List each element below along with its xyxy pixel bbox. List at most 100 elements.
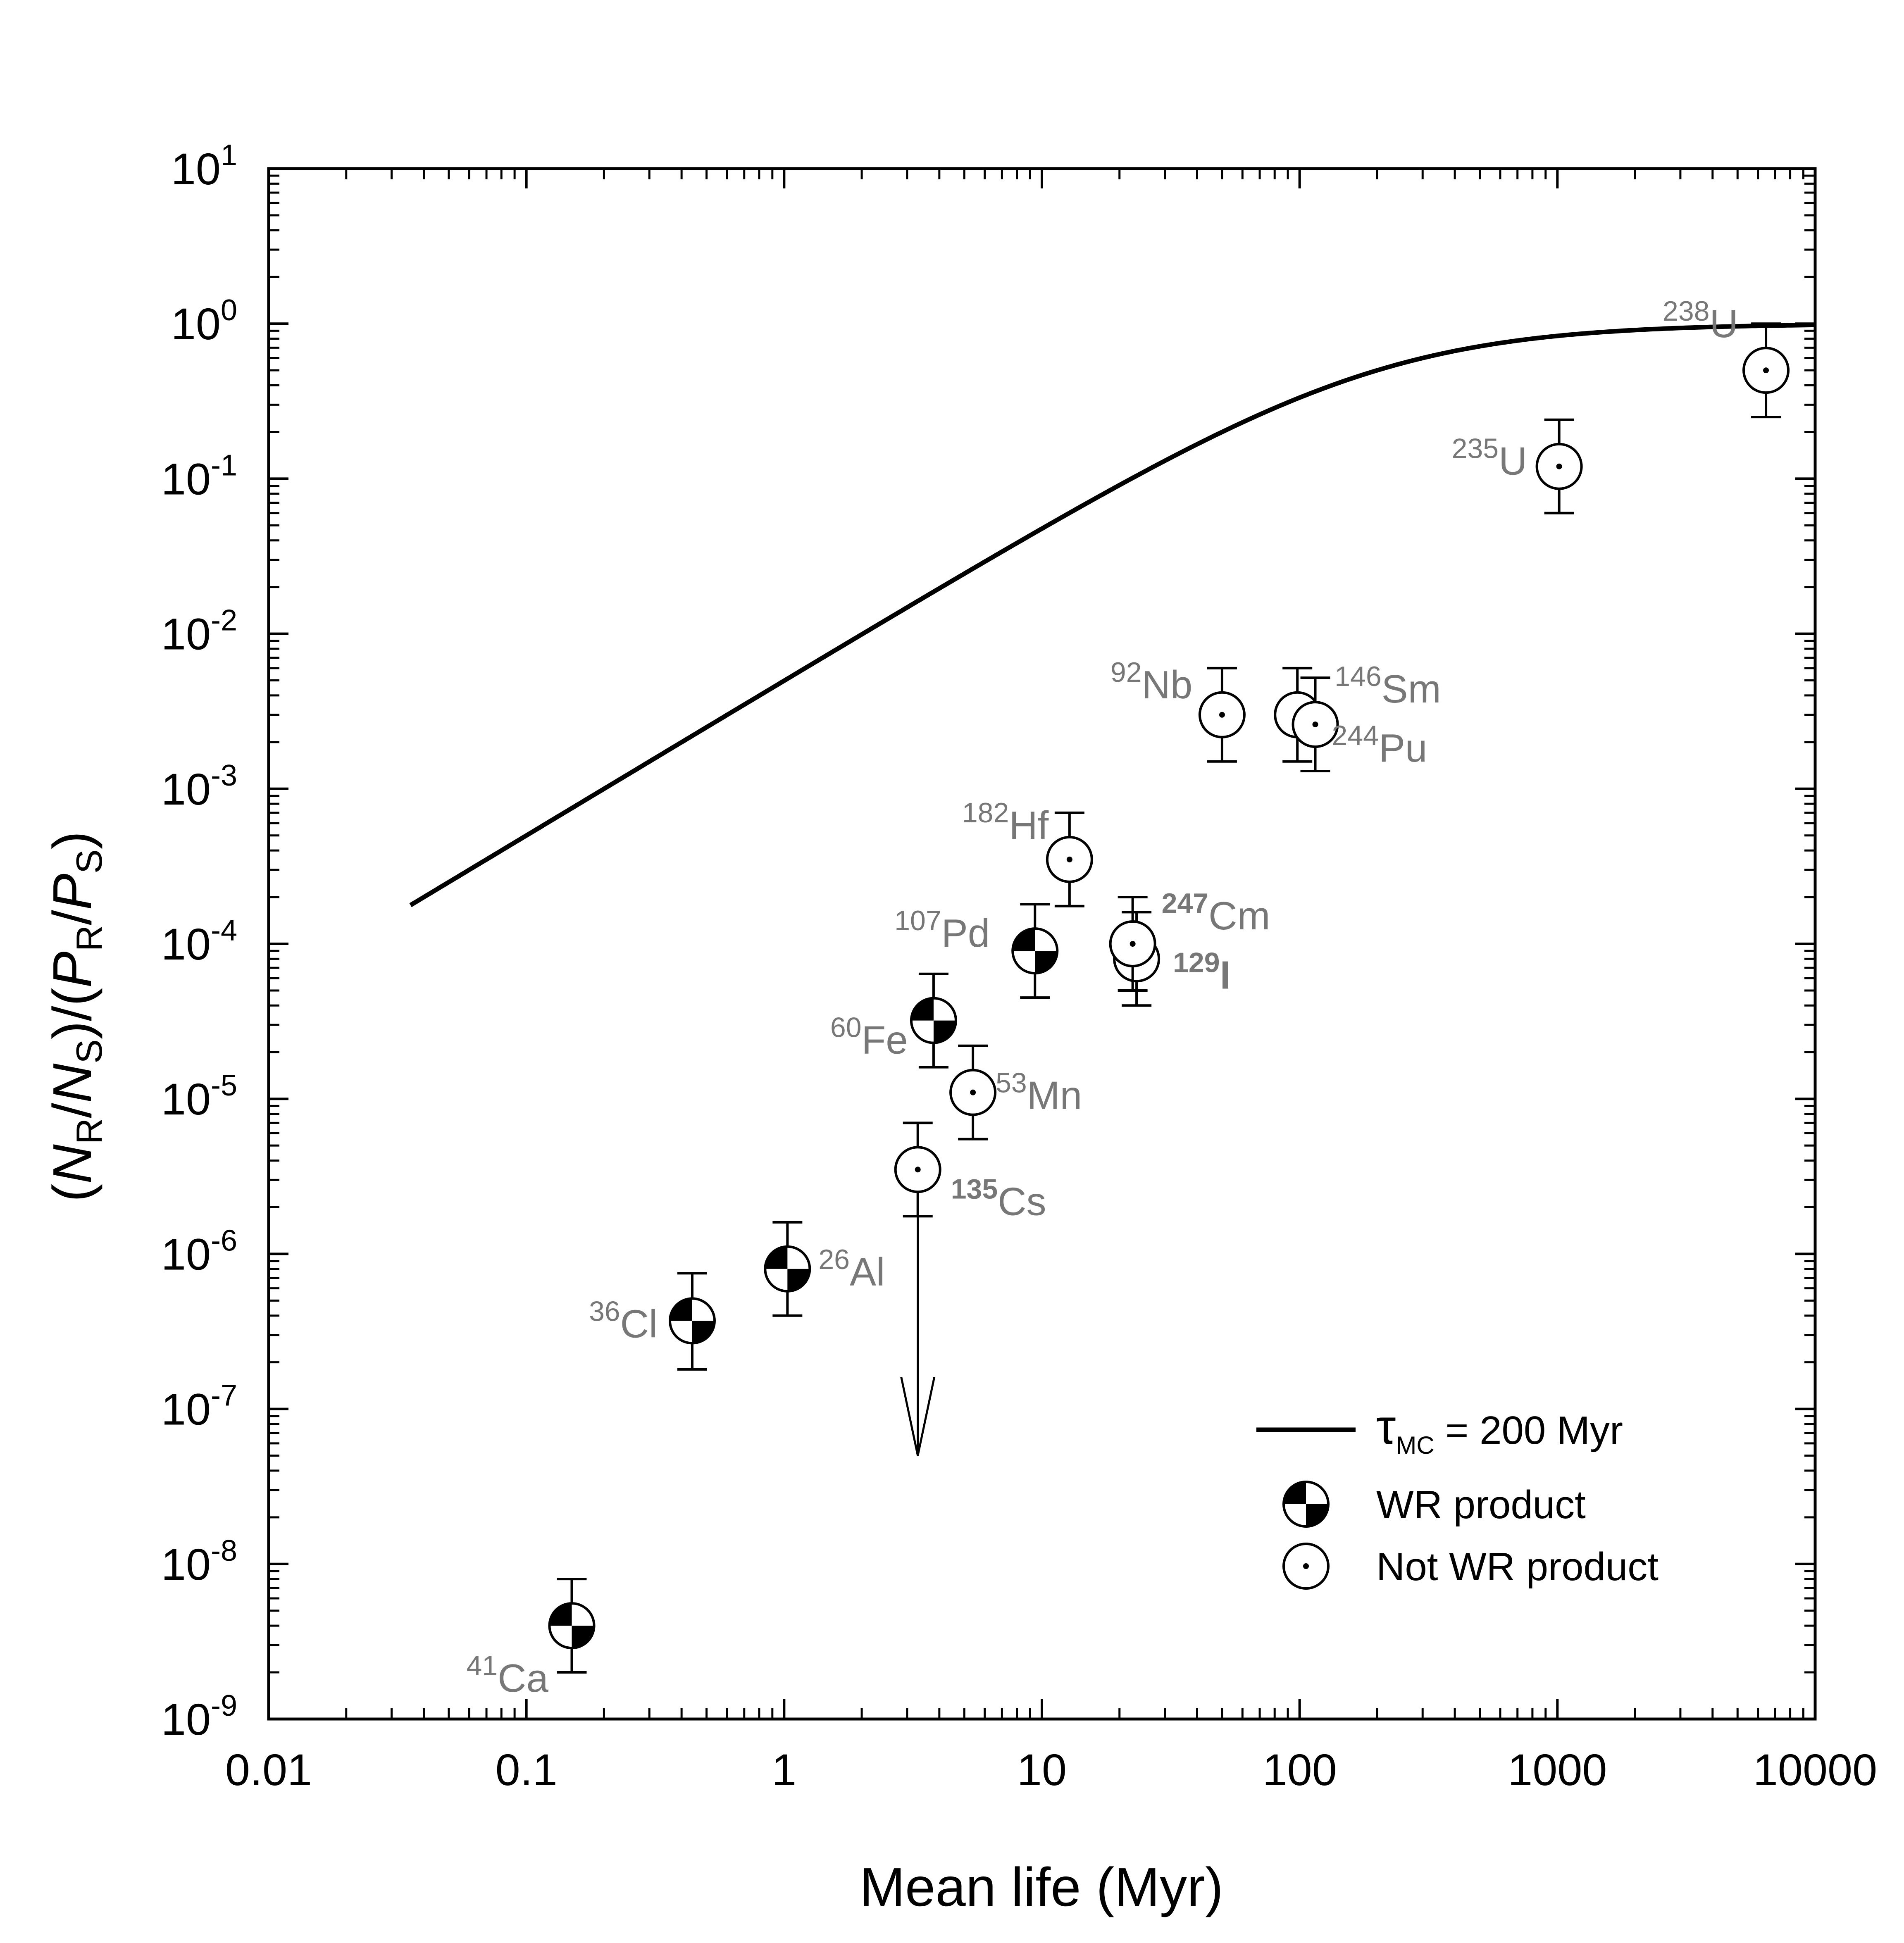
y-title-p: P (42, 951, 102, 988)
isotope-mass: 53 (996, 1067, 1027, 1099)
y-tick-exponent: -6 (211, 1224, 237, 1257)
isotope-element: Ca (498, 1656, 548, 1700)
data-point-26Al (764, 1245, 811, 1293)
y-title-slash1: / (42, 1103, 102, 1118)
marker-quadrant-top-left (911, 998, 934, 1021)
isotope-mass: 107 (894, 905, 941, 936)
isotope-element: Pd (941, 911, 990, 955)
data-point-41Ca (548, 1602, 596, 1650)
marker-quadrant-top-left (670, 1298, 692, 1321)
y-axis-title: (NR/NS)/(PR/PS) (42, 831, 110, 1202)
y-tick-label: 10-6 (161, 1224, 237, 1279)
y-tick-exponent: 0 (221, 294, 237, 327)
data-point-182Hf (1046, 836, 1093, 883)
y-tick-exponent: -9 (211, 1689, 237, 1722)
data-point-235U (1535, 443, 1583, 490)
legend-tau-value: = 200 Myr (1435, 1408, 1623, 1452)
isotope-element: Sm (1382, 667, 1441, 711)
isotope-element: Al (850, 1250, 885, 1294)
isotope-mass: 60 (830, 1012, 862, 1043)
marker-center-dot (1312, 721, 1318, 728)
data-point-53Mn (949, 1069, 997, 1116)
marker-center-dot (1130, 941, 1136, 947)
isotope-label-235U: 235U (1452, 433, 1527, 483)
data-point-238U (1742, 347, 1790, 394)
y-tick-exponent: -1 (211, 449, 237, 482)
y-tick-exponent: -8 (211, 1534, 237, 1567)
isotope-element: Cm (1208, 894, 1270, 938)
x-axis-title: Mean life (Myr) (860, 1857, 1223, 1917)
y-tick-exponent: -5 (211, 1069, 237, 1102)
x-tick-label: 0.01 (225, 1745, 312, 1795)
marker-center-dot (1303, 1563, 1309, 1569)
data-point-107Pd (1011, 927, 1059, 975)
axes-layer: 0.01 0.1 1 10 100 1000 1000010-910-810-710-610… (161, 139, 1877, 1795)
y-tick-label: 10-2 (161, 604, 237, 659)
x-tick-label: 10 (1017, 1745, 1067, 1795)
isotope-label-244Pu: 244Pu (1332, 720, 1427, 770)
marker-quadrant-bottom-right (1035, 951, 1058, 974)
marker-center-dot (1066, 856, 1072, 862)
marker-quadrant-bottom-right (692, 1321, 715, 1343)
marker-center-dot (970, 1089, 976, 1095)
isotope-label-107Pd: 107Pd (894, 905, 990, 955)
isotope-mass: 238 (1663, 295, 1709, 327)
y-title-r: R (69, 1118, 110, 1145)
y-tick-base: 10 (161, 764, 211, 814)
y-tick-exponent: -4 (211, 914, 237, 947)
y-tick-base: 10 (171, 299, 221, 349)
isotope-mass: 244 (1332, 720, 1379, 751)
y-tick-base: 10 (161, 1384, 211, 1434)
data-point-135Cs (894, 1146, 941, 1193)
isotope-element: Cs (998, 1179, 1046, 1224)
y-tick-label: 10-8 (161, 1534, 237, 1589)
legend-wr-marker (1282, 1481, 1330, 1528)
isotope-element: Fe (862, 1018, 908, 1062)
isotope-element: U (1710, 302, 1738, 346)
legend-label-wr: WR product (1376, 1483, 1586, 1527)
legend-tau-symbol: τ (1376, 1399, 1396, 1455)
marker-quadrant-top-left (1013, 929, 1035, 951)
y-tick-exponent: -3 (211, 759, 237, 792)
y-tick-label: 10-3 (161, 759, 237, 814)
isotope-label-247Cm: 247Cm (1162, 888, 1270, 938)
y-tick-label: 100 (171, 294, 237, 349)
isotope-mass: 182 (962, 797, 1009, 829)
y-tick-exponent: -7 (211, 1379, 237, 1412)
data-point-244Pu (1292, 701, 1339, 748)
y-title-n: N (42, 1144, 102, 1184)
x-tick-label: 1 (772, 1745, 796, 1795)
legend-notwr-marker (1282, 1543, 1330, 1590)
y-title-ps: P (42, 874, 102, 910)
isotope-mass: 92 (1110, 657, 1142, 688)
isotope-label-182Hf: 182Hf (962, 797, 1049, 848)
isotope-mass: 129 (1173, 947, 1220, 978)
isotope-label-92Nb: 92Nb (1110, 657, 1192, 707)
data-point-60Fe (910, 997, 957, 1044)
isotope-element: Nb (1142, 663, 1193, 707)
isotope-label-238U: 238U (1663, 295, 1738, 346)
y-title-pr: R (69, 925, 110, 952)
y-tick-base: 10 (171, 144, 221, 194)
y-tick-base: 10 (161, 919, 211, 969)
y-title-s: S (69, 1039, 110, 1064)
x-tick-label: 0.1 (496, 1745, 558, 1795)
marker-center-dot (1556, 463, 1562, 469)
isotope-mass: 235 (1452, 433, 1499, 464)
isotope-mass: 247 (1162, 888, 1208, 919)
y-tick-base: 10 (161, 1539, 211, 1589)
isotope-label-129I: 129I (1173, 947, 1231, 997)
isotope-label-41Ca: 41Ca (466, 1650, 548, 1700)
data-point-92Nb (1198, 691, 1246, 738)
marker-quadrant-top-left (549, 1603, 572, 1626)
y-tick-base: 10 (161, 1229, 211, 1279)
y-tick-base: 10 (161, 454, 211, 504)
y-tick-base: 10 (161, 1694, 211, 1744)
legend-label-model: τMC = 200 Myr (1376, 1399, 1623, 1459)
y-tick-label: 10-4 (161, 914, 237, 969)
isotope-label-53Mn: 53Mn (996, 1067, 1082, 1118)
y-tick-label: 10-5 (161, 1069, 237, 1124)
legend: τMC = 200 Myr WR product Not WR product (1256, 1399, 1659, 1590)
data-point-247Cm (1109, 920, 1156, 967)
